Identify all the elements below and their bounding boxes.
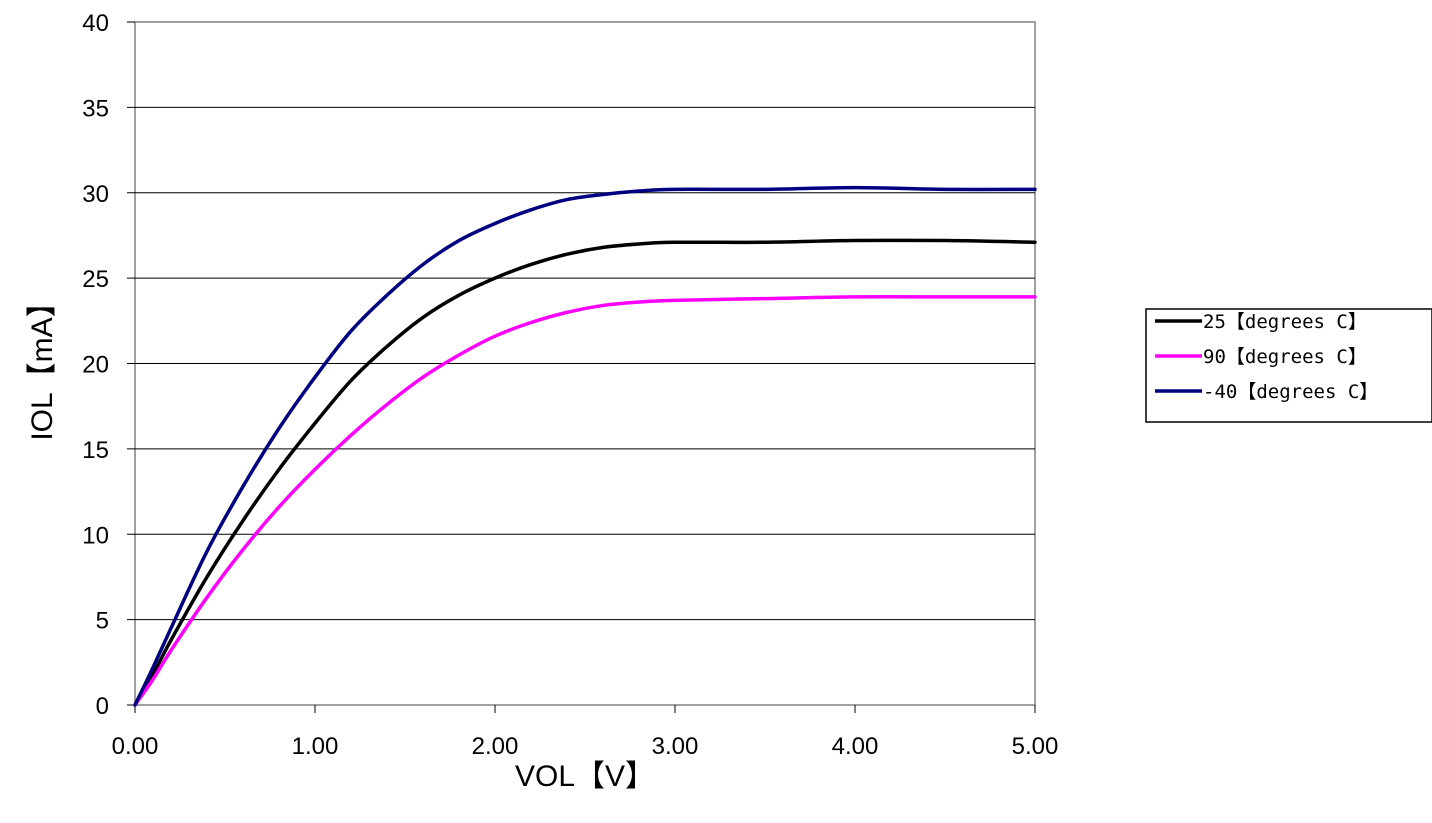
x-tick-label: 0.00 — [112, 733, 159, 760]
y-tick-label: 10 — [82, 522, 109, 549]
y-tick-label: 25 — [82, 266, 109, 293]
y-tick-label: 20 — [82, 352, 109, 379]
y-tick-label: 5 — [96, 608, 109, 635]
legend-label: 25【degrees C】 — [1203, 311, 1367, 333]
series-lines — [133, 185, 1037, 707]
y-axis-title: IOL【mA】 — [26, 287, 59, 440]
y-tick-label: 0 — [96, 693, 109, 720]
x-tick-label: 3.00 — [652, 733, 699, 760]
x-axis-title: VOL【V】 — [515, 760, 655, 793]
legend-items: 25【degrees C】 90【degrees C】 -40【degrees C】 — [1155, 311, 1378, 403]
y-tick-label: 30 — [82, 181, 109, 208]
grid-lines — [135, 106, 1035, 621]
y-tick-labels: 0 5 10 15 20 25 30 35 40 — [82, 10, 109, 720]
series-line-2 — [133, 185, 1037, 707]
legend-box — [1145, 308, 1432, 423]
legend: 25【degrees C】 90【degrees C】 -40【degrees C】 — [1145, 308, 1432, 423]
x-tick-label: 1.00 — [292, 733, 339, 760]
y-tick-label: 15 — [82, 437, 109, 464]
x-tick-labels: 0.00 1.00 2.00 3.00 4.00 5.00 — [112, 733, 1059, 760]
series-line-1 — [133, 295, 1037, 707]
series-line-0 — [133, 238, 1037, 707]
tick-marks — [127, 21, 1036, 713]
legend-label: -40【degrees C】 — [1203, 381, 1378, 403]
x-tick-label: 5.00 — [1012, 733, 1059, 760]
x-tick-label: 4.00 — [832, 733, 879, 760]
legend-label: 90【degrees C】 — [1203, 346, 1367, 368]
y-tick-label: 35 — [82, 95, 109, 122]
y-tick-label: 40 — [82, 10, 109, 37]
x-tick-label: 2.00 — [472, 733, 519, 760]
